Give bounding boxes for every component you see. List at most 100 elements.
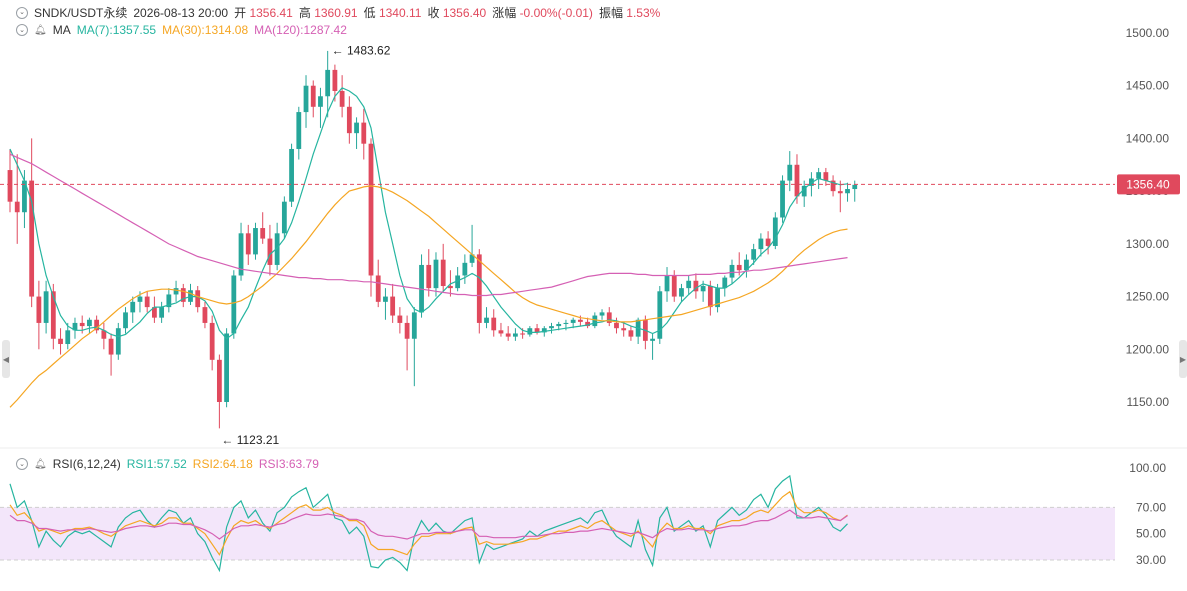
collapse-toggle-icon[interactable]: ⌄	[16, 6, 28, 19]
candle[interactable]	[166, 288, 172, 313]
candle[interactable]	[65, 322, 71, 350]
candle[interactable]	[152, 296, 157, 323]
candle[interactable]	[570, 317, 576, 329]
candle[interactable]	[837, 180, 843, 213]
candle[interactable]	[606, 307, 612, 327]
candle[interactable]	[772, 212, 778, 250]
candle[interactable]	[751, 243, 757, 265]
ma-collapse-icon[interactable]: ⌄	[16, 24, 28, 36]
candle[interactable]	[628, 326, 634, 341]
candle[interactable]	[686, 275, 692, 295]
candle[interactable]	[433, 252, 439, 297]
candle[interactable]	[744, 254, 749, 278]
candle[interactable]	[354, 117, 359, 149]
candle[interactable]	[440, 243, 446, 292]
candle[interactable]	[491, 309, 497, 337]
candle[interactable]	[144, 291, 150, 313]
candle[interactable]	[469, 224, 475, 268]
candle[interactable]	[650, 333, 655, 360]
rsi-pane[interactable]	[0, 474, 1115, 573]
alert-bell-icon[interactable]: 🔔︎	[34, 24, 47, 36]
candle[interactable]	[58, 328, 63, 355]
candle[interactable]	[303, 75, 309, 128]
candle[interactable]	[238, 222, 244, 281]
candle[interactable]	[787, 151, 793, 192]
candle[interactable]	[310, 80, 316, 118]
candle[interactable]	[801, 180, 807, 207]
candle[interactable]	[72, 317, 78, 339]
candle[interactable]	[383, 288, 388, 320]
candle[interactable]	[411, 307, 417, 387]
candle[interactable]	[823, 167, 829, 186]
candle[interactable]	[296, 106, 302, 160]
candle[interactable]	[513, 328, 518, 341]
candle[interactable]	[231, 270, 237, 339]
candle[interactable]	[476, 249, 482, 334]
scroll-left-arrow-icon[interactable]: ◀	[2, 340, 10, 378]
candle[interactable]	[780, 175, 785, 223]
rsi-alert-bell-icon[interactable]: 🔔︎	[34, 458, 47, 470]
candle[interactable]	[549, 322, 554, 334]
candle[interactable]	[765, 231, 771, 255]
candle[interactable]	[14, 154, 20, 244]
candle[interactable]	[830, 175, 836, 197]
candle[interactable]	[318, 87, 323, 128]
candle[interactable]	[281, 196, 287, 239]
candle[interactable]	[36, 280, 42, 350]
candle[interactable]	[50, 283, 56, 350]
candle[interactable]	[123, 307, 128, 334]
candle[interactable]	[173, 280, 179, 302]
candle[interactable]	[159, 301, 165, 323]
candle[interactable]	[498, 322, 504, 337]
candle[interactable]	[202, 301, 208, 329]
candle[interactable]	[325, 50, 331, 118]
scroll-right-arrow-icon[interactable]: ▶	[1179, 340, 1187, 378]
candle[interactable]	[7, 148, 13, 213]
candle[interactable]	[209, 315, 215, 371]
candle[interactable]	[130, 296, 136, 323]
candle[interactable]	[245, 224, 251, 265]
candle[interactable]	[722, 275, 728, 297]
rsi-collapse-icon[interactable]: ⌄	[16, 458, 28, 470]
candle[interactable]	[43, 280, 49, 334]
candle[interactable]	[585, 317, 590, 329]
candle[interactable]	[87, 317, 92, 334]
candle[interactable]	[101, 322, 107, 350]
candle[interactable]	[368, 138, 374, 297]
candle[interactable]	[29, 138, 35, 308]
price-pane[interactable]: ← 1483.62 ← 1123.21	[0, 43, 1115, 447]
candle[interactable]	[693, 273, 699, 299]
candle[interactable]	[657, 286, 663, 345]
candle[interactable]	[253, 222, 258, 260]
candle[interactable]	[736, 252, 742, 276]
candle[interactable]	[599, 309, 605, 320]
candle[interactable]	[679, 283, 684, 302]
candle[interactable]	[108, 333, 114, 376]
candle[interactable]	[390, 283, 396, 323]
candle[interactable]	[484, 307, 489, 329]
candle[interactable]	[426, 249, 432, 297]
candle[interactable]	[260, 212, 266, 244]
candle[interactable]	[758, 233, 764, 257]
rsi-indicator-name[interactable]: RSI(6,12,24)	[52, 457, 121, 471]
candle[interactable]	[274, 222, 280, 271]
candle[interactable]	[224, 328, 229, 408]
candle[interactable]	[794, 154, 800, 204]
candle[interactable]	[664, 267, 670, 302]
candle[interactable]	[419, 254, 424, 318]
candle[interactable]	[289, 143, 294, 207]
candle[interactable]	[404, 315, 410, 371]
candle[interactable]	[94, 315, 100, 334]
candle[interactable]	[180, 283, 186, 308]
candle[interactable]	[346, 96, 352, 144]
candle[interactable]	[361, 108, 367, 160]
candle[interactable]	[527, 326, 533, 337]
candle[interactable]	[852, 180, 858, 202]
candle[interactable]	[397, 307, 403, 334]
candle[interactable]	[216, 354, 222, 429]
candle[interactable]	[621, 322, 627, 337]
candle[interactable]	[115, 322, 121, 360]
candle[interactable]	[195, 286, 201, 313]
candle[interactable]	[845, 182, 850, 202]
